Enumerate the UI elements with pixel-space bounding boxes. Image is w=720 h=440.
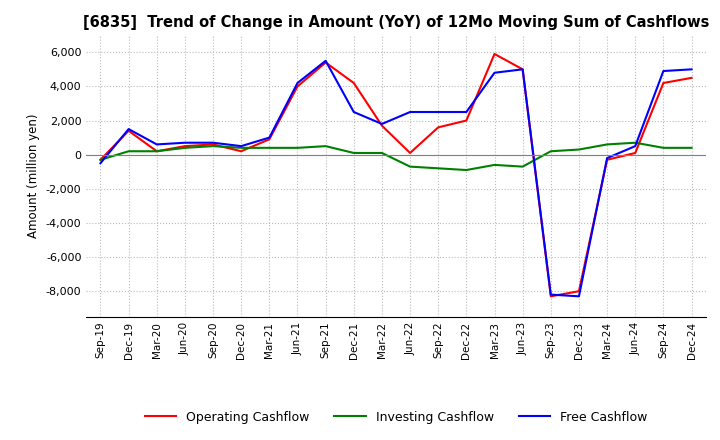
Investing Cashflow (687, 145, 696, 150)
Operating Cashflow (687, 75, 696, 81)
Operating Cashflow (265, 137, 274, 142)
Investing Cashflow (434, 166, 443, 171)
Title: [6835]  Trend of Change in Amount (YoY) of 12Mo Moving Sum of Cashflows: [6835] Trend of Change in Amount (YoY) o… (83, 15, 709, 30)
Investing Cashflow (462, 167, 471, 172)
Operating Cashflow (321, 60, 330, 65)
Free Cashflow (518, 67, 527, 72)
Investing Cashflow (96, 157, 105, 162)
Operating Cashflow (96, 157, 105, 162)
Free Cashflow (603, 155, 611, 161)
Free Cashflow (490, 70, 499, 75)
Investing Cashflow (659, 145, 667, 150)
Investing Cashflow (125, 149, 133, 154)
Investing Cashflow (237, 145, 246, 150)
Legend: Operating Cashflow, Investing Cashflow, Free Cashflow: Operating Cashflow, Investing Cashflow, … (140, 406, 652, 429)
Free Cashflow (406, 110, 415, 115)
Investing Cashflow (406, 164, 415, 169)
Free Cashflow (434, 110, 443, 115)
Free Cashflow (377, 121, 386, 127)
Investing Cashflow (321, 143, 330, 149)
Investing Cashflow (518, 164, 527, 169)
Operating Cashflow (518, 67, 527, 72)
Line: Operating Cashflow: Operating Cashflow (101, 54, 691, 296)
Operating Cashflow (349, 81, 358, 86)
Free Cashflow (125, 126, 133, 132)
Operating Cashflow (293, 84, 302, 89)
Free Cashflow (659, 68, 667, 73)
Investing Cashflow (603, 142, 611, 147)
Operating Cashflow (153, 149, 161, 154)
Free Cashflow (546, 292, 555, 297)
Free Cashflow (237, 143, 246, 149)
Line: Investing Cashflow: Investing Cashflow (101, 143, 691, 170)
Investing Cashflow (349, 150, 358, 156)
Free Cashflow (575, 293, 583, 299)
Operating Cashflow (462, 118, 471, 123)
Line: Free Cashflow: Free Cashflow (101, 61, 691, 296)
Y-axis label: Amount (million yen): Amount (million yen) (27, 114, 40, 238)
Free Cashflow (181, 140, 189, 145)
Investing Cashflow (209, 143, 217, 149)
Operating Cashflow (631, 150, 639, 156)
Investing Cashflow (377, 150, 386, 156)
Operating Cashflow (237, 149, 246, 154)
Free Cashflow (153, 142, 161, 147)
Free Cashflow (631, 143, 639, 149)
Operating Cashflow (603, 157, 611, 162)
Investing Cashflow (265, 145, 274, 150)
Operating Cashflow (434, 125, 443, 130)
Free Cashflow (209, 140, 217, 145)
Free Cashflow (96, 161, 105, 166)
Free Cashflow (462, 110, 471, 115)
Operating Cashflow (125, 128, 133, 133)
Operating Cashflow (490, 51, 499, 57)
Operating Cashflow (659, 81, 667, 86)
Investing Cashflow (631, 140, 639, 145)
Operating Cashflow (181, 143, 189, 149)
Operating Cashflow (546, 293, 555, 299)
Investing Cashflow (575, 147, 583, 152)
Operating Cashflow (575, 289, 583, 294)
Investing Cashflow (490, 162, 499, 168)
Investing Cashflow (153, 149, 161, 154)
Free Cashflow (293, 81, 302, 86)
Free Cashflow (265, 135, 274, 140)
Free Cashflow (349, 110, 358, 115)
Free Cashflow (687, 67, 696, 72)
Operating Cashflow (406, 150, 415, 156)
Free Cashflow (321, 58, 330, 63)
Investing Cashflow (546, 149, 555, 154)
Investing Cashflow (293, 145, 302, 150)
Investing Cashflow (181, 145, 189, 150)
Operating Cashflow (209, 142, 217, 147)
Operating Cashflow (377, 123, 386, 128)
